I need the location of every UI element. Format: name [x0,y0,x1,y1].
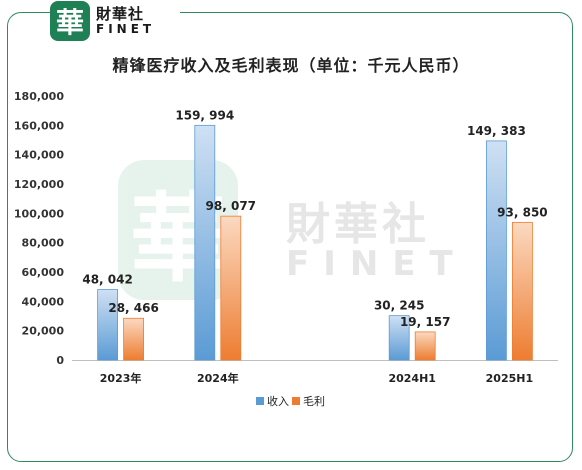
x-tick-label: 2024年 [197,371,239,385]
y-tick-label: 120,000 [14,178,64,191]
logo-text: 財華社 FINET [96,4,156,36]
y-tick-label: 0 [56,354,64,367]
bar-gross-profit [220,215,242,361]
bar-revenue [485,140,507,361]
legend-label: 收入 [267,394,289,408]
logo-name-en: FINET [96,21,156,36]
brand-logo: 華 財華社 FINET [50,0,180,42]
logo-seal-icon: 華 [50,1,90,41]
legend-swatch-gross-profit [292,397,300,405]
logo-name-cn: 財華社 [96,4,145,23]
bar-gross-profit [123,317,144,361]
chart-frame [7,12,573,462]
legend-label: 毛利 [303,395,325,408]
data-label: 30, 245 [374,299,424,313]
data-label: 98, 077 [206,199,256,213]
y-tick-label: 160,000 [14,119,64,132]
chart-title: 精锋医疗收入及毛利表现（单位：千元人民币） [112,56,470,75]
data-label: 19, 157 [400,315,450,329]
bar-gross-profit [512,221,533,361]
y-tick-label: 180,000 [14,90,64,103]
legend-swatch-revenue [256,397,264,405]
y-tick-label: 40,000 [22,295,65,308]
x-tick-label: 2024H1 [388,372,435,385]
x-tick-label: 2023年 [100,371,142,385]
y-tick-label: 60,000 [22,266,65,279]
bar-revenue [97,289,118,361]
data-label: 93, 850 [497,205,547,219]
y-tick-label: 140,000 [14,149,64,162]
data-label: 48, 042 [82,273,132,287]
bar-gross-profit [414,331,436,361]
bar-revenue [194,124,216,361]
data-label: 28, 466 [108,301,158,315]
data-label: 159, 994 [175,108,234,122]
data-label: 149, 383 [467,124,526,138]
y-tick-label: 80,000 [22,237,65,250]
bar-revenue [388,315,410,361]
x-tick-label: 2025H1 [486,372,533,385]
y-tick-label: 100,000 [14,207,64,220]
y-tick-label: 20,000 [22,325,65,338]
